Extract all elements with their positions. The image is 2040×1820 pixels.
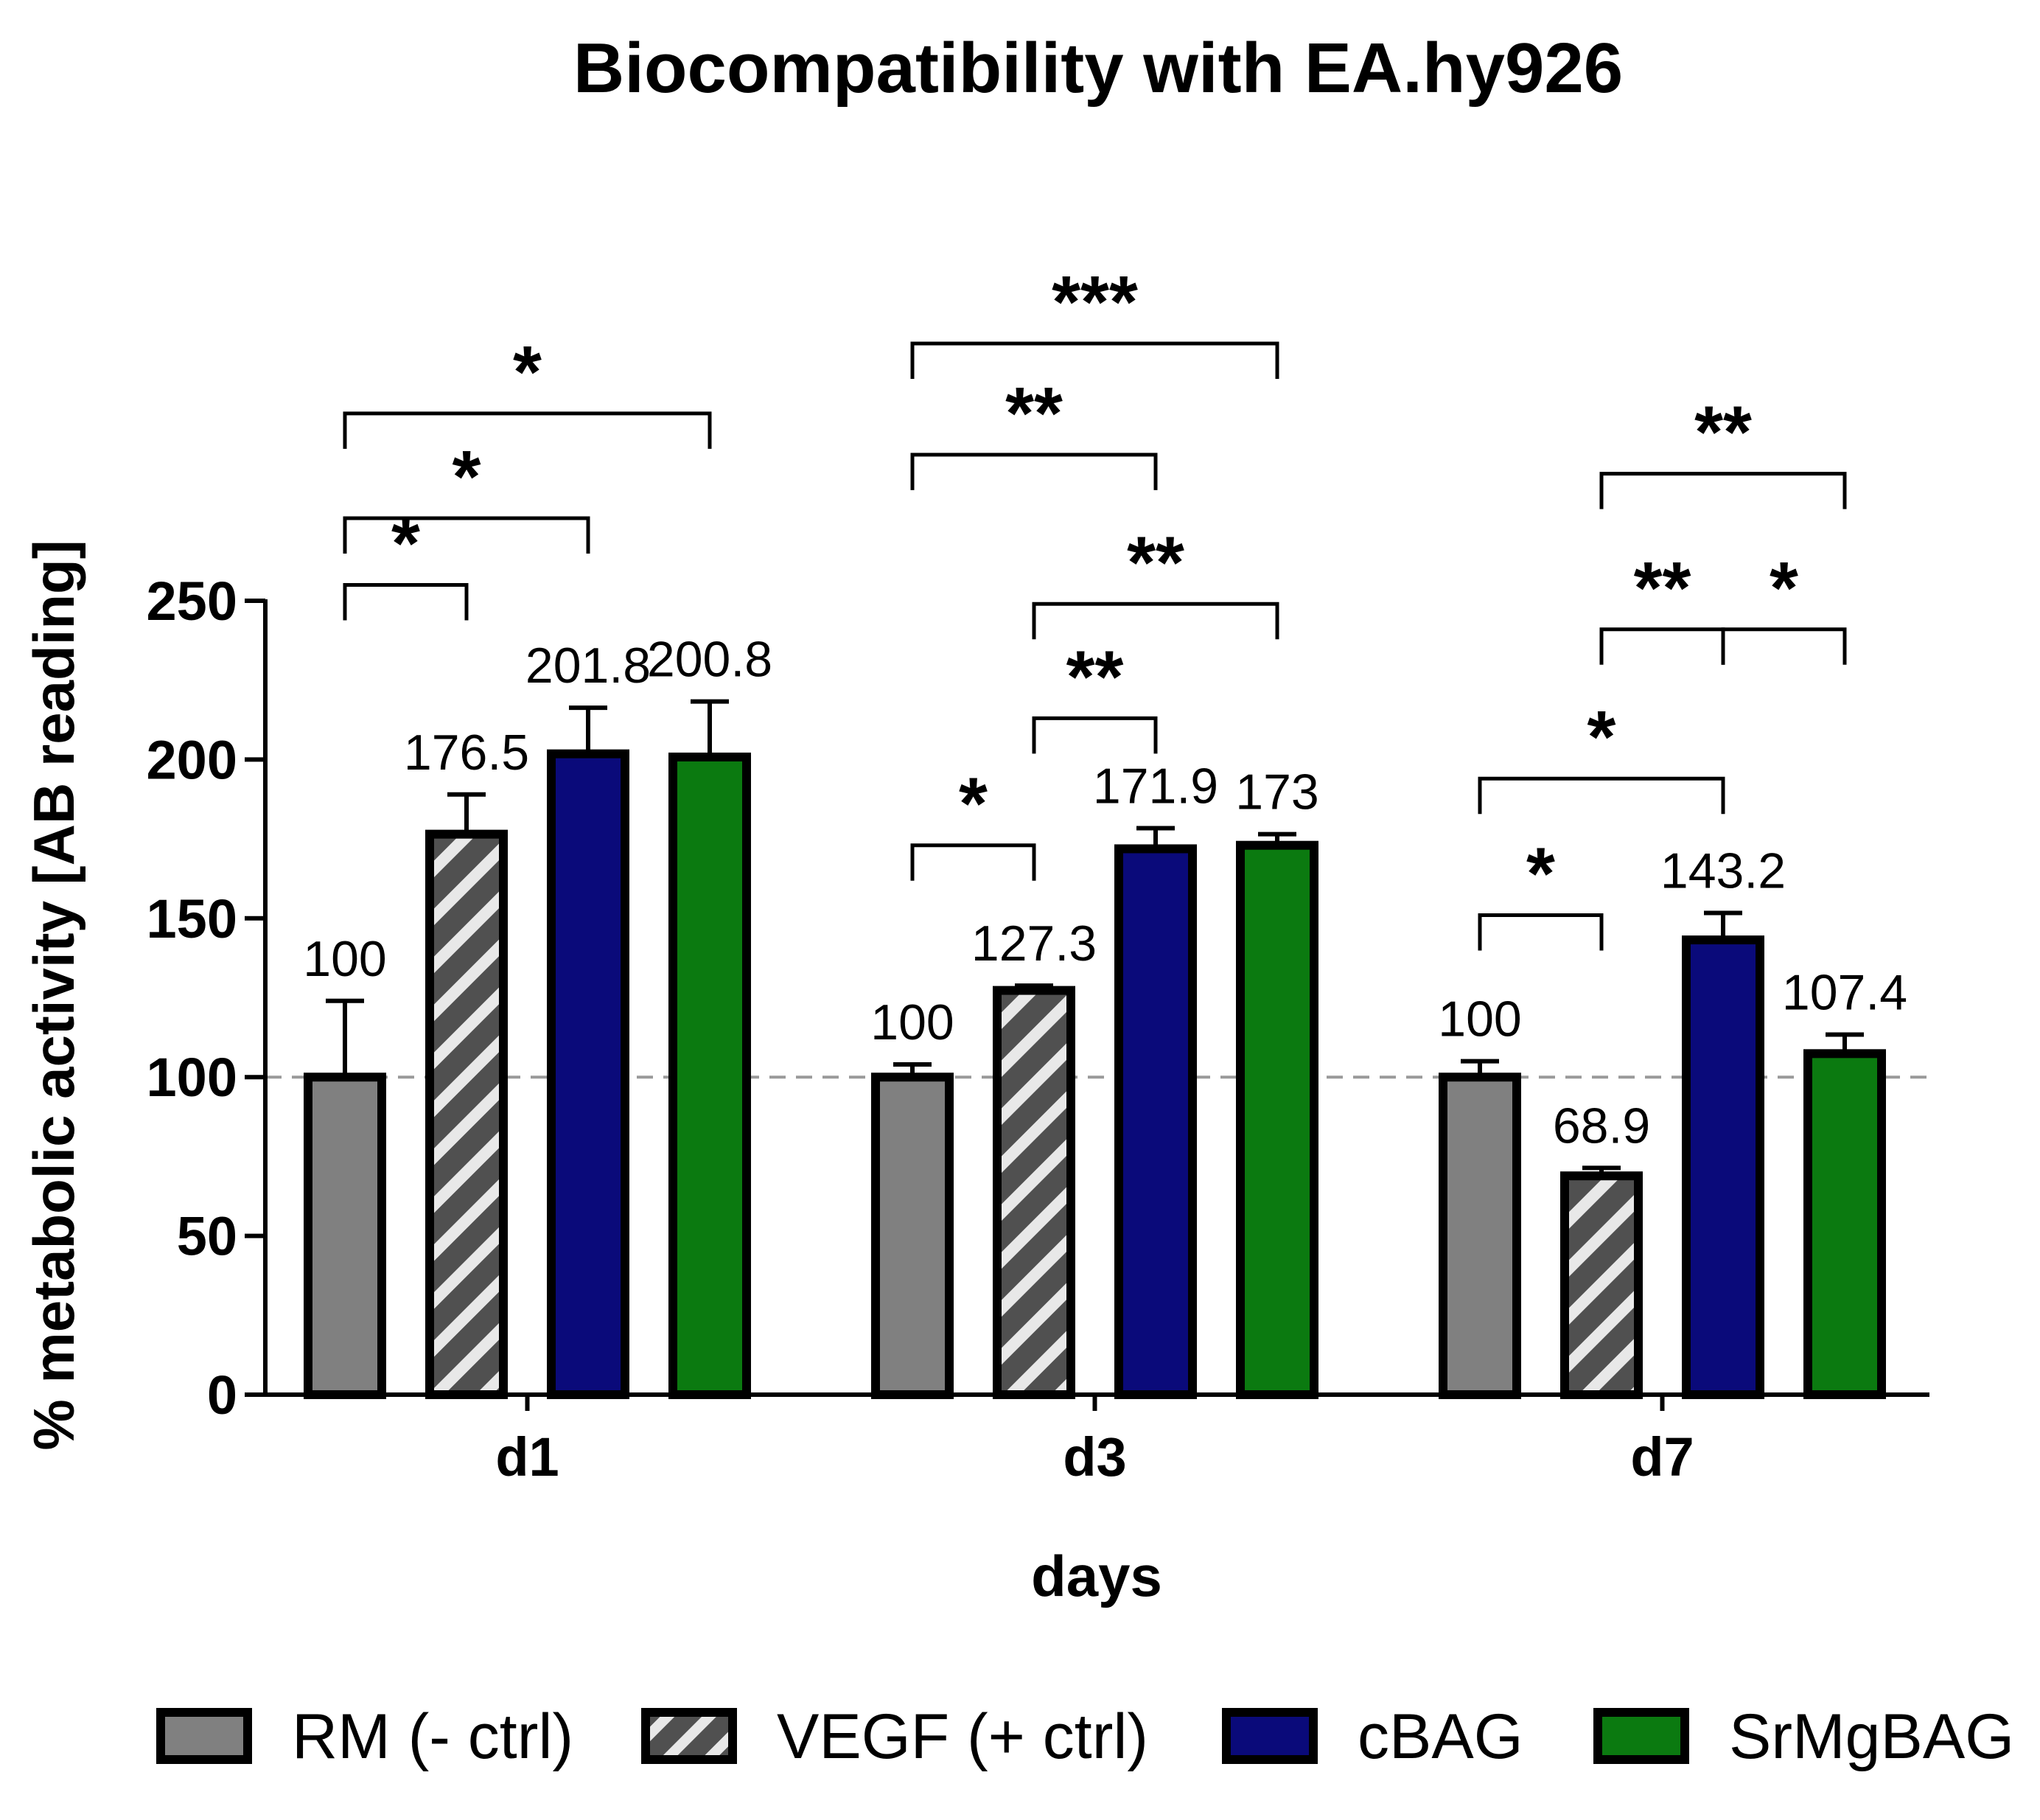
bar-d1-srmgbag (668, 752, 751, 1399)
data-label: 127.3 (971, 916, 1097, 972)
significance-stars: *** (1052, 261, 1138, 344)
y-tick-label: 150 (147, 888, 237, 949)
significance-layer: ***************** *** (343, 261, 1847, 951)
legend-label: VEGF (+ ctrl) (777, 1701, 1148, 1772)
significance-stars: * (1587, 696, 1616, 778)
bar-d1-rm-ctrl- (304, 1073, 386, 1399)
y-axis-label: % metabolic activity [AB reading] (21, 540, 86, 1450)
data-labels-layer: 100 100 100 176.5 127.3 68.9 201.8 171.9 143.2 20… (303, 632, 1907, 1154)
significance-bracket (1599, 627, 1725, 665)
significance-bracket (1721, 627, 1847, 665)
significance-bracket (1478, 776, 1725, 815)
x-tick-label: d3 (1063, 1426, 1126, 1488)
legend-swatch (156, 1708, 252, 1764)
data-label: 68.9 (1553, 1098, 1650, 1154)
data-label: 100 (1438, 991, 1521, 1047)
error-bars-layer (326, 699, 1864, 1176)
data-label: 173 (1235, 764, 1318, 820)
x-tick-label: d7 (1630, 1426, 1694, 1488)
bar-d3-srmgbag (1236, 840, 1318, 1399)
legend-label: SrMgBAG (1729, 1701, 2014, 1772)
significance-stars: ** (1005, 372, 1063, 455)
y-tick-label: 0 (207, 1364, 237, 1426)
bar-d7-cbag (1682, 935, 1764, 1399)
significance-bracket (1478, 913, 1604, 951)
significance-bracket (910, 843, 1036, 881)
significance-bracket (343, 582, 469, 621)
significance-stars: ** (1127, 521, 1184, 604)
bar-d1-cbag (547, 749, 629, 1399)
significance-stars: * (959, 763, 988, 846)
x-tick-label: d1 (495, 1426, 559, 1488)
significance-bracket (343, 411, 712, 449)
significance-stars: ** (1634, 547, 1691, 630)
data-label: 100 (870, 994, 954, 1050)
bar-d7-rm-ctrl- (1439, 1073, 1521, 1399)
legend-swatch (641, 1708, 737, 1764)
bar-d3-vegf-ctrl- (993, 986, 1075, 1399)
bar-d3-cbag (1114, 844, 1197, 1400)
significance-bracket (1032, 716, 1158, 754)
legend-swatch (1593, 1708, 1689, 1764)
bar-d7-srmgbag (1803, 1049, 1886, 1399)
y-tick-label: 100 (147, 1047, 237, 1108)
significance-bracket (1032, 602, 1279, 640)
legend-label: RM (- ctrl) (292, 1701, 573, 1772)
data-label: 176.5 (404, 725, 529, 781)
significance-stars: * (453, 436, 481, 518)
data-label: 171.9 (1093, 758, 1218, 814)
data-label: 200.8 (647, 632, 772, 688)
significance-stars: * (1770, 547, 1798, 630)
bar-d3-rm-ctrl- (871, 1073, 954, 1399)
significance-stars: * (391, 502, 420, 585)
significance-bracket (910, 341, 1279, 380)
significance-stars: * (513, 331, 542, 414)
y-tick-label: 50 (177, 1206, 237, 1267)
significance-bracket (910, 453, 1158, 490)
bar-d7-vegf-ctrl- (1560, 1171, 1643, 1400)
axes-layer: 0 50 100 150 200 250 d1 d3 d7 (147, 571, 1929, 1488)
legend-swatch (1222, 1708, 1318, 1764)
data-label: 107.4 (1782, 964, 1907, 1020)
y-tick-label: 200 (147, 729, 237, 790)
legend: RM (- ctrl) VEGF (+ ctrl) cBAG SrMgBAG (156, 1701, 2014, 1772)
significance-stars: ** (1066, 635, 1124, 718)
bar-d1-vegf-ctrl- (425, 829, 508, 1399)
significance-bracket (1599, 472, 1847, 509)
significance-stars: ** (1694, 391, 1752, 474)
data-label: 100 (303, 931, 386, 987)
significance-stars: * (1526, 832, 1555, 915)
chart-title: Biocompatibility with EA.hy926 (573, 29, 1623, 108)
x-axis-label: days (1031, 1544, 1162, 1608)
data-label: 201.8 (525, 638, 651, 694)
significance-bracket (343, 516, 590, 554)
legend-label: cBAG (1358, 1701, 1523, 1772)
data-label: 143.2 (1660, 843, 1786, 899)
bars-layer (304, 749, 1886, 1400)
y-tick-label: 250 (147, 571, 237, 632)
